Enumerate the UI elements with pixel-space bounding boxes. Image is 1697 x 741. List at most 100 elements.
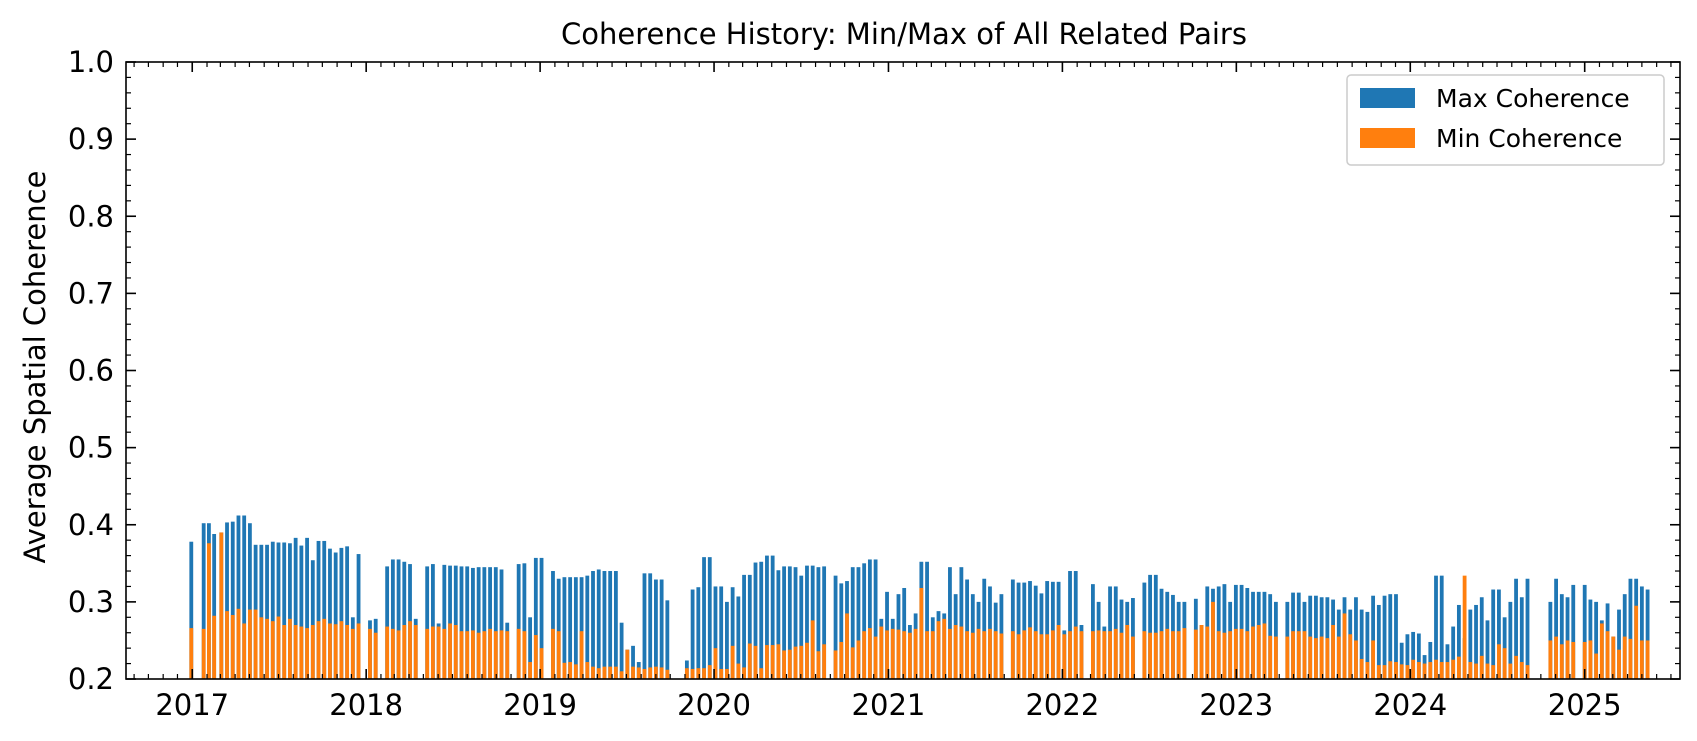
max-coherence-bar <box>402 561 407 679</box>
min-coherence-bar <box>654 666 658 679</box>
min-coherence-bar <box>1571 641 1576 679</box>
max-coherence-bar <box>225 522 229 679</box>
min-coherence-bar <box>522 631 527 679</box>
min-coherence-bar <box>902 631 907 679</box>
min-coherence-bar <box>402 625 407 679</box>
min-coherence-bar <box>328 623 332 679</box>
y-axis-title: Average Spatial Coherence <box>18 171 52 564</box>
max-coherence-bar <box>316 540 321 679</box>
max-coherence-bar <box>665 600 670 679</box>
max-coherence-bar <box>873 559 878 679</box>
min-coherence-bar <box>1273 636 1278 679</box>
min-coherence-bar <box>765 645 769 679</box>
min-coherence-bar <box>1634 605 1639 679</box>
min-coherence-bar <box>373 632 378 679</box>
min-coherence-bar <box>591 666 595 679</box>
max-coherence-bar <box>1045 581 1050 679</box>
min-coherence-bar <box>845 613 849 679</box>
max-coherence-bar <box>533 557 538 679</box>
min-coherence-bar <box>1142 631 1147 679</box>
max-coherence-bar <box>1456 604 1461 679</box>
min-coherence-bar <box>908 632 912 679</box>
min-coherence-bar <box>1314 638 1318 679</box>
min-coherence-bars <box>189 532 1650 680</box>
min-coherence-bar <box>568 662 573 679</box>
min-coherence-bar <box>1605 631 1610 679</box>
max-coherence-bar <box>833 575 838 679</box>
y-tick-label: 0.4 <box>68 508 114 542</box>
legend-label-min: Min Coherence <box>1436 124 1622 153</box>
max-coherence-bar <box>1416 633 1421 679</box>
min-coherence-bar <box>212 615 217 679</box>
max-coherence-bar <box>1354 597 1358 679</box>
min-coherence-bar <box>696 668 701 679</box>
max-coherence-bar <box>293 537 298 679</box>
max-coherence-bar <box>573 577 578 679</box>
min-coherence-bar <box>1405 665 1410 679</box>
max-coherence-bar <box>499 569 504 679</box>
max-coherence-bar <box>1388 594 1393 679</box>
min-coherence-bar <box>1159 631 1164 679</box>
min-coherence-bar <box>265 618 269 679</box>
max-coherence-bar <box>1365 611 1370 679</box>
min-coherence-bar <box>982 631 987 679</box>
min-coherence-bar <box>993 631 998 679</box>
min-coherence-bar <box>1153 632 1158 679</box>
min-coherence-bar <box>236 608 241 679</box>
min-coherence-bar <box>608 666 613 679</box>
min-coherence-bar <box>648 667 653 679</box>
max-coherence-bar <box>1514 578 1518 679</box>
max-coherence-bar <box>1068 571 1072 679</box>
max-coherence-bar <box>328 548 332 679</box>
min-coherence-bar <box>948 628 952 679</box>
min-coherence-bar <box>551 628 555 679</box>
max-coherence-bar <box>522 563 527 679</box>
max-coherence-bar <box>201 523 206 679</box>
min-coherence-bar <box>207 543 211 679</box>
max-coherence-bar <box>805 565 809 679</box>
min-coherence-bar <box>702 668 706 679</box>
max-coherence-bar <box>702 557 706 679</box>
min-coherence-bar <box>1388 661 1393 679</box>
max-coherence-bar <box>1474 604 1478 679</box>
max-coherence-bar <box>1016 582 1021 679</box>
min-coherence-bar <box>736 663 741 679</box>
max-coherence-bar <box>725 601 729 680</box>
min-coherence-bar <box>856 640 861 679</box>
min-coherence-bar <box>602 666 607 679</box>
max-coherence-bar <box>1565 597 1570 679</box>
min-coherence-bar <box>690 668 695 679</box>
min-coherence-bar <box>1439 662 1444 679</box>
min-coherence-bar <box>499 630 504 679</box>
max-coherence-bar <box>856 567 861 679</box>
max-coherence-bar <box>236 515 241 679</box>
min-coherence-bar <box>253 609 258 679</box>
min-coherence-bar <box>619 671 624 679</box>
legend-box <box>1346 74 1665 166</box>
min-coherence-bar <box>270 621 275 679</box>
min-coherence-bar <box>219 532 224 679</box>
min-coherence-bar <box>659 667 664 679</box>
max-coherence-bar <box>1571 584 1576 679</box>
min-coherence-bar <box>953 625 958 679</box>
x-tick-label: 2017 <box>155 688 229 722</box>
x-tick-label: 2024 <box>1373 688 1447 722</box>
min-coherence-bar <box>782 650 787 679</box>
min-coherence-bar <box>1148 632 1152 679</box>
min-coherence-bar <box>1325 638 1330 679</box>
min-coherence-bar <box>562 662 567 679</box>
max-coherence-bar <box>282 542 287 679</box>
min-coherence-bar <box>1096 630 1101 679</box>
min-coherence-bar <box>1022 630 1027 679</box>
max-coherence-bar <box>816 567 821 679</box>
min-coherence-bar <box>1525 665 1530 679</box>
min-coherence-bar <box>333 624 338 679</box>
min-coherence-bar <box>282 625 287 679</box>
min-coherence-bar <box>259 617 264 679</box>
min-coherence-bar <box>1291 631 1295 679</box>
min-coherence-bar <box>1062 634 1067 679</box>
chart-title: Coherence History: Min/Max of All Relate… <box>561 17 1247 51</box>
max-coherence-bar <box>596 569 601 679</box>
min-coherence-bar <box>390 628 395 679</box>
min-coherence-bar <box>585 662 590 679</box>
